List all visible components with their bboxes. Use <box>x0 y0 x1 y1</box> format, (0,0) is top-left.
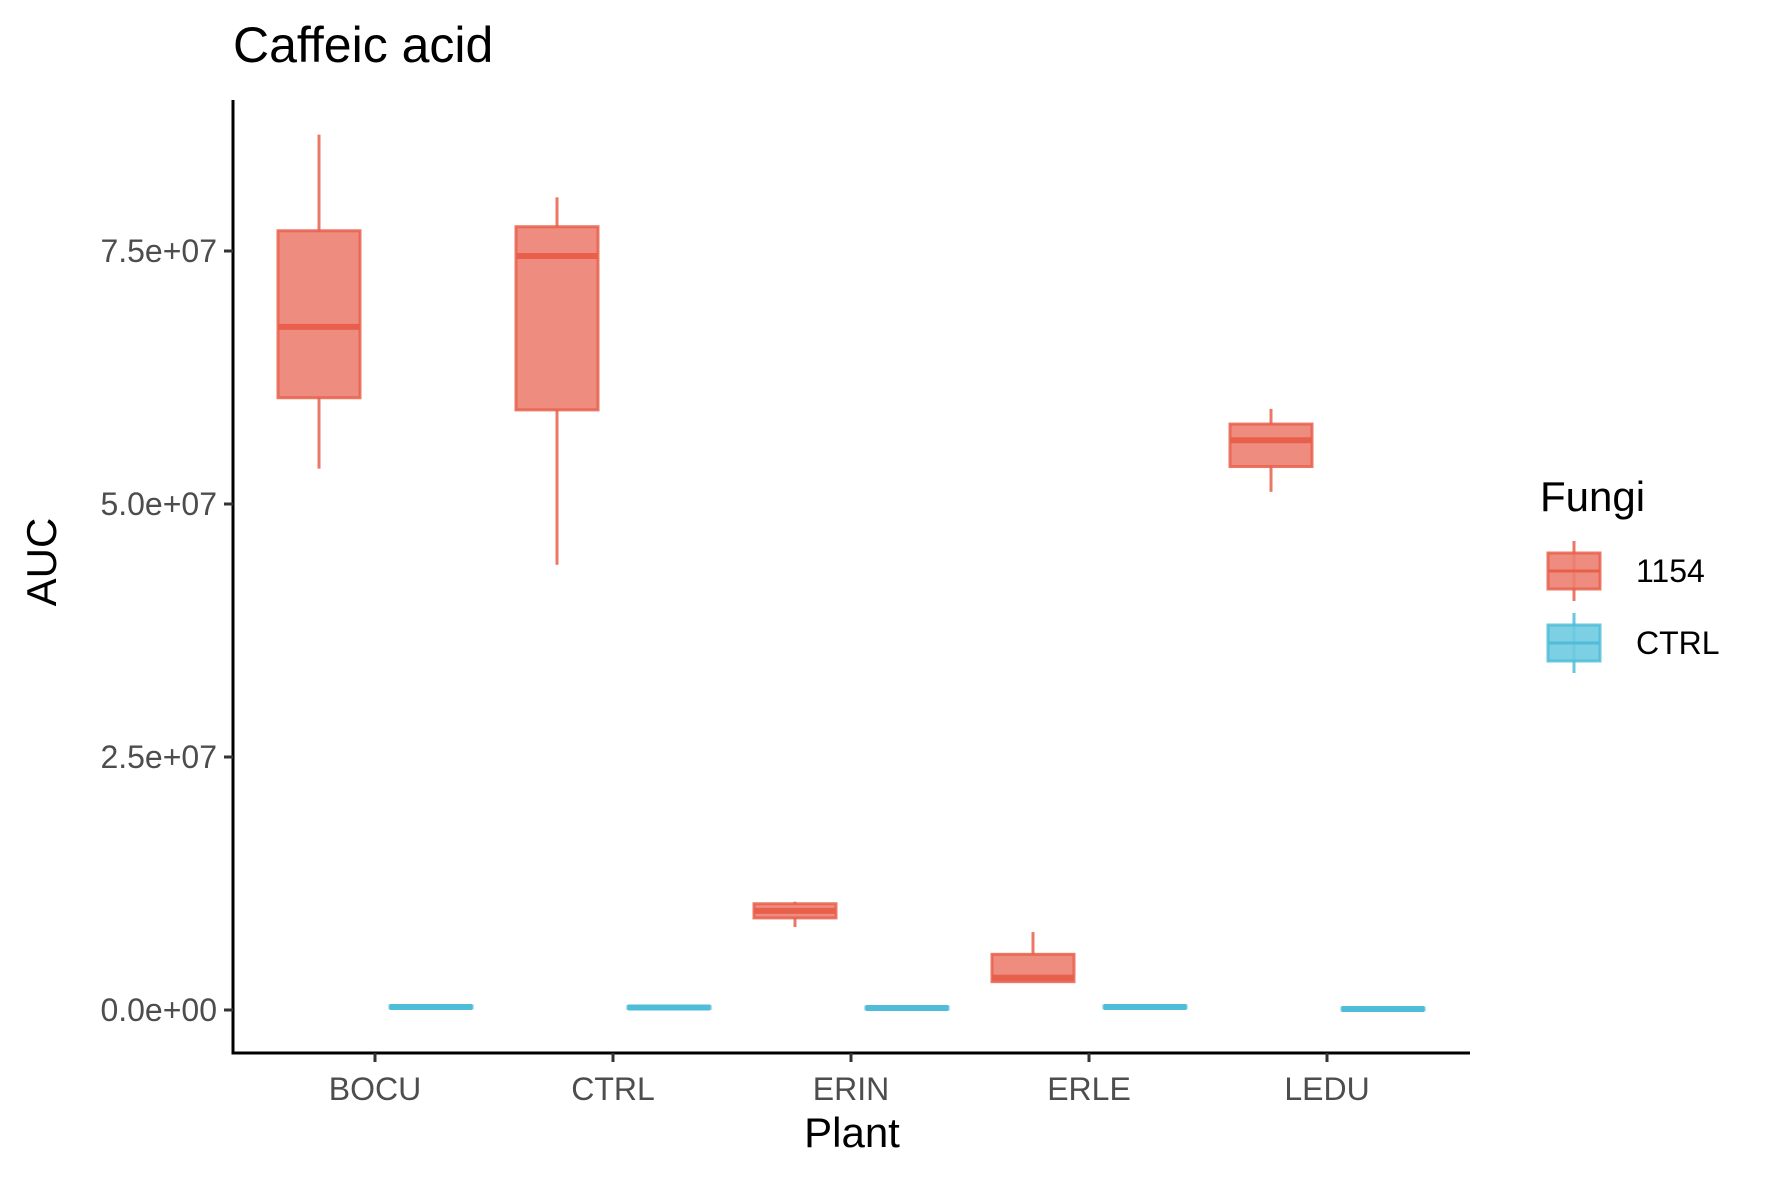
box-iqr <box>276 229 362 400</box>
x-axis-title: Plant <box>804 1109 900 1156</box>
y-tick-label: 7.5e+07 <box>100 233 217 269</box>
legend-item-ctrl: CTRL <box>1546 613 1720 673</box>
series-1154 <box>276 134 1314 984</box>
box-erin-ctrl <box>864 1004 950 1011</box>
box-ledu-1154 <box>1228 408 1314 492</box>
y-axis-title: AUC <box>18 518 65 607</box>
box-bocu-ctrl <box>388 1003 474 1010</box>
box-ledu-ctrl <box>1340 1005 1426 1012</box>
legend: Fungi 1154 CTRL <box>1540 473 1720 673</box>
y-tick-label: 2.5e+07 <box>100 739 217 775</box>
y-tick-label: 5.0e+07 <box>100 486 217 522</box>
box-ctrl-ctrl <box>626 1004 712 1011</box>
box-erle-1154 <box>990 932 1076 984</box>
box-ctrl-1154 <box>514 197 600 565</box>
plot-area <box>276 134 1426 1012</box>
chart-title: Caffeic acid <box>233 17 493 73</box>
legend-item-1154: 1154 <box>1546 541 1705 601</box>
box-bocu-1154 <box>276 134 362 469</box>
x-tick-label: ERIN <box>813 1071 889 1107</box>
box-iqr <box>1228 422 1314 469</box>
legend-label: 1154 <box>1636 553 1705 589</box>
y-tick-label: 0.0e+00 <box>100 992 217 1028</box>
x-tick-label: BOCU <box>329 1071 421 1107</box>
box-erle-ctrl <box>1102 1003 1188 1010</box>
box-erin-1154 <box>752 901 838 928</box>
x-tick-label: ERLE <box>1047 1071 1131 1107</box>
x-tick-label: LEDU <box>1284 1071 1369 1107</box>
axes: 0.0e+00 2.5e+07 5.0e+07 7.5e+07 BOCU CTRL ERIN… <box>100 100 1470 1107</box>
legend-title: Fungi <box>1540 473 1645 520</box>
x-tick-label: CTRL <box>571 1071 655 1107</box>
legend-label: CTRL <box>1636 625 1720 661</box>
series-ctrl <box>388 1003 1426 1012</box>
